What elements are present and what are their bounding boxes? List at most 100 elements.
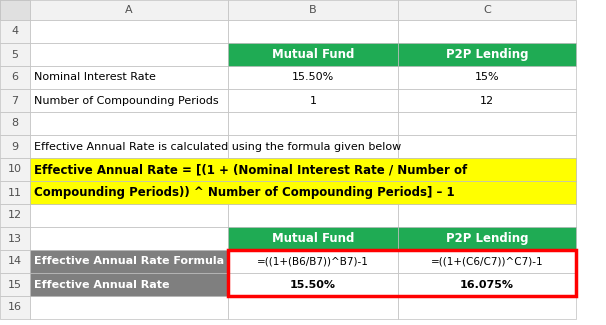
Text: 8: 8 <box>12 119 19 128</box>
Bar <box>30 273 228 296</box>
Bar <box>228 181 398 204</box>
Text: 10: 10 <box>8 164 22 175</box>
Text: C: C <box>483 5 491 15</box>
Bar <box>398 204 576 227</box>
Bar <box>0 0 30 20</box>
Bar <box>0 250 30 273</box>
Bar <box>0 158 30 181</box>
Bar <box>398 0 576 20</box>
Bar <box>30 66 228 89</box>
Text: Effective Annual Rate Formula: Effective Annual Rate Formula <box>34 256 224 266</box>
Bar <box>0 89 30 112</box>
Bar <box>398 250 576 273</box>
Bar <box>228 112 398 135</box>
Text: 1: 1 <box>310 96 316 106</box>
Bar <box>398 66 576 89</box>
Bar <box>398 89 576 112</box>
Bar <box>398 227 576 250</box>
Text: 4: 4 <box>12 27 19 36</box>
Bar <box>228 296 398 319</box>
Bar <box>30 250 228 273</box>
Bar <box>228 66 398 89</box>
Bar <box>228 158 398 181</box>
Bar <box>30 296 228 319</box>
Text: Compounding Periods)) ^ Number of Compounding Periods] – 1: Compounding Periods)) ^ Number of Compou… <box>34 186 454 199</box>
Bar <box>228 250 398 273</box>
Bar <box>398 296 576 319</box>
Bar <box>228 227 398 250</box>
Bar <box>30 250 228 273</box>
Bar <box>228 43 398 66</box>
Bar <box>30 135 228 158</box>
Bar <box>0 227 30 250</box>
Text: B: B <box>309 5 317 15</box>
Bar <box>228 0 398 20</box>
Bar <box>228 273 398 296</box>
Bar <box>0 66 30 89</box>
Bar <box>398 20 576 43</box>
Text: Mutual Fund: Mutual Fund <box>272 48 354 61</box>
Bar <box>398 273 576 296</box>
Bar <box>30 204 228 227</box>
Bar <box>30 158 576 181</box>
Text: 5: 5 <box>12 49 19 59</box>
Text: 15%: 15% <box>474 72 499 83</box>
Bar <box>0 296 30 319</box>
Bar <box>0 135 30 158</box>
Text: 6: 6 <box>12 72 19 83</box>
Bar <box>0 20 30 43</box>
Bar <box>30 181 228 204</box>
Bar <box>398 273 576 296</box>
Bar <box>30 89 228 112</box>
Text: 15: 15 <box>8 280 22 290</box>
Bar <box>0 273 30 296</box>
Bar <box>398 43 576 66</box>
Text: P2P Lending: P2P Lending <box>446 48 528 61</box>
Bar <box>30 227 228 250</box>
Bar <box>30 112 228 135</box>
Bar <box>398 250 576 273</box>
Text: 16: 16 <box>8 303 22 313</box>
Bar <box>398 112 576 135</box>
Text: =((1+(B6/B7))^B7)-1: =((1+(B6/B7))^B7)-1 <box>257 256 369 266</box>
Bar <box>228 250 398 273</box>
Bar <box>30 158 228 181</box>
Bar <box>30 43 228 66</box>
Bar <box>30 20 228 43</box>
Bar <box>0 43 30 66</box>
Text: 12: 12 <box>480 96 494 106</box>
Bar <box>398 43 576 66</box>
Text: Effective Annual Rate is calculated using the formula given below: Effective Annual Rate is calculated usin… <box>34 141 401 151</box>
Text: 15.50%: 15.50% <box>290 280 336 290</box>
Text: 16.075%: 16.075% <box>460 280 514 290</box>
Bar <box>0 181 30 204</box>
Bar <box>228 273 398 296</box>
Bar <box>228 227 398 250</box>
Bar <box>228 204 398 227</box>
Text: 7: 7 <box>12 96 19 106</box>
Text: =((1+(C6/C7))^C7)-1: =((1+(C6/C7))^C7)-1 <box>431 256 544 266</box>
Bar <box>398 158 576 181</box>
Text: Mutual Fund: Mutual Fund <box>272 232 354 245</box>
Text: 12: 12 <box>8 211 22 220</box>
Text: 14: 14 <box>8 256 22 266</box>
Bar <box>228 43 398 66</box>
Bar <box>228 250 576 296</box>
Bar <box>398 135 576 158</box>
Polygon shape <box>0 0 30 20</box>
Text: A: A <box>125 5 133 15</box>
Text: 15.50%: 15.50% <box>292 72 334 83</box>
Text: 11: 11 <box>8 188 22 198</box>
Bar <box>398 181 576 204</box>
Text: 13: 13 <box>8 233 22 243</box>
Bar <box>398 227 576 250</box>
Bar <box>228 135 398 158</box>
Bar <box>30 181 576 204</box>
Text: P2P Lending: P2P Lending <box>446 232 528 245</box>
Bar <box>228 89 398 112</box>
Text: Effective Annual Rate: Effective Annual Rate <box>34 280 170 290</box>
Bar <box>30 273 228 296</box>
Text: Number of Compounding Periods: Number of Compounding Periods <box>34 96 219 106</box>
Bar <box>0 112 30 135</box>
Bar <box>30 0 228 20</box>
